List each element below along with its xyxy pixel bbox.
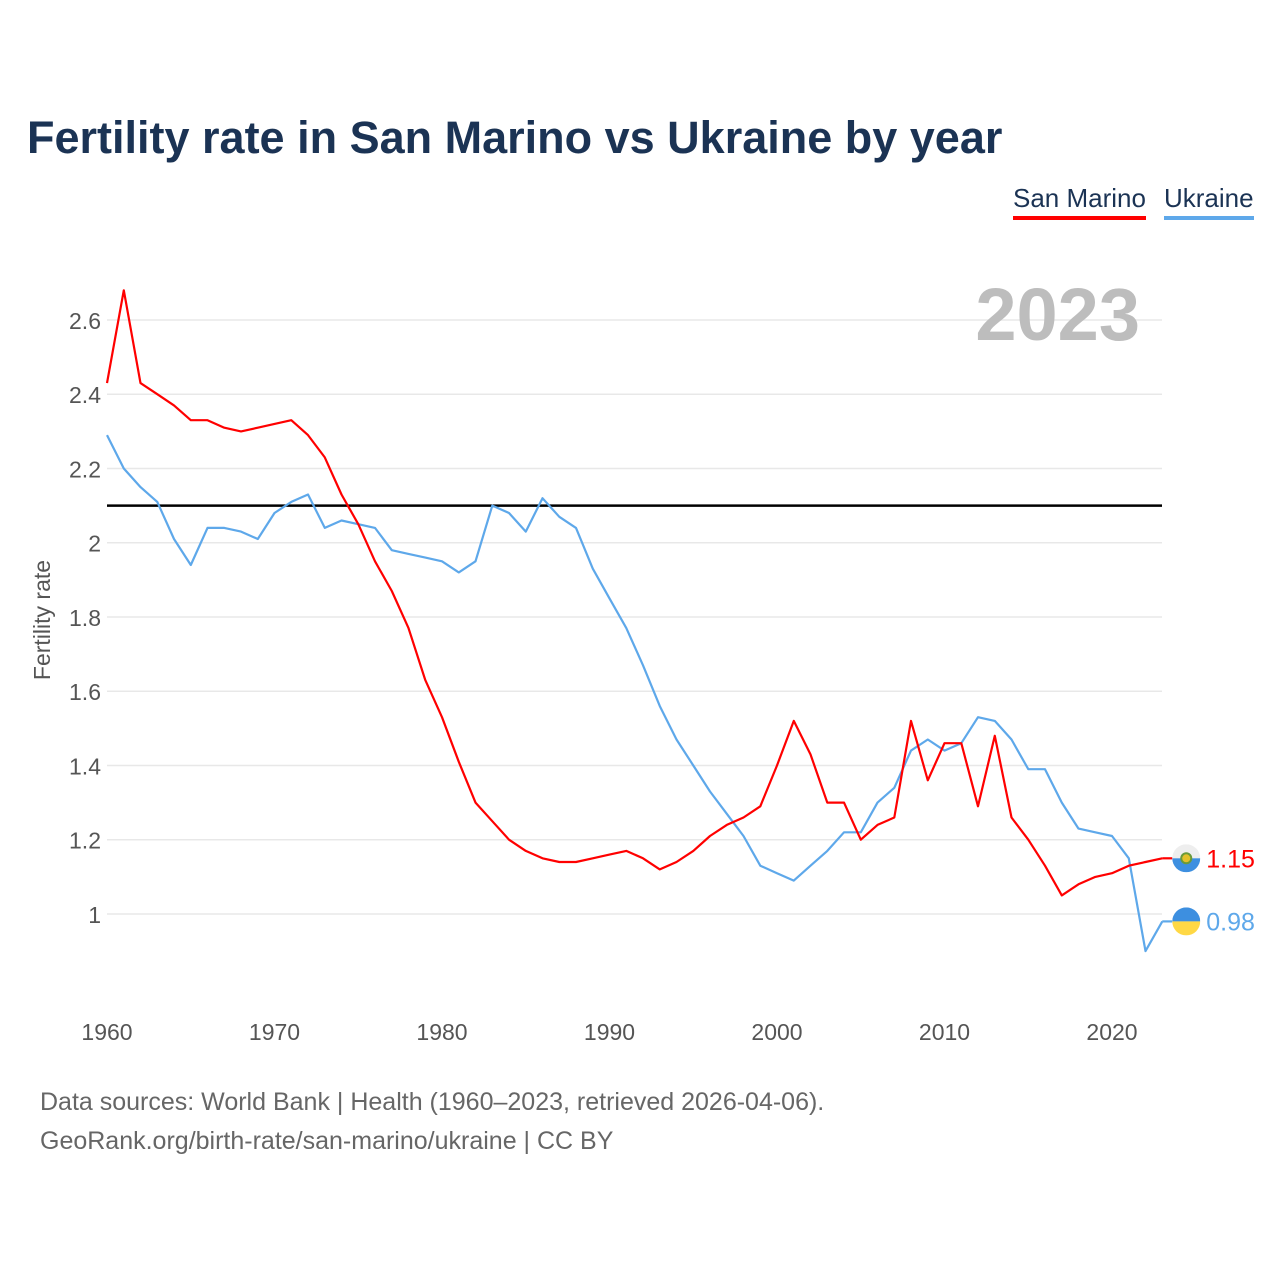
x-tick-label: 1970 bbox=[249, 1019, 300, 1045]
series-line-san-marino bbox=[105, 289, 1163, 897]
series-end-markers: 1.15 0.98 bbox=[1172, 844, 1255, 936]
footer-credit[interactable]: GeoRank.org/birth-rate/san-marino/ukrain… bbox=[40, 1127, 614, 1155]
san-marino-end-value: 1.15 bbox=[1206, 845, 1255, 873]
y-tick-label: 1.2 bbox=[69, 828, 101, 854]
x-tick-label: 2020 bbox=[1086, 1019, 1137, 1045]
x-tick-label: 1960 bbox=[81, 1019, 132, 1045]
legend-ukraine[interactable]: Ukraine bbox=[1164, 183, 1254, 220]
x-tick-label: 1980 bbox=[416, 1019, 467, 1045]
y-tick-label: 1 bbox=[88, 902, 101, 928]
y-tick-label: 2.2 bbox=[69, 456, 101, 482]
chart-title: Fertility rate in San Marino vs Ukraine … bbox=[27, 112, 1003, 163]
y-axis-ticks: 1 1.2 1.4 1.6 1.8 2 2.2 2.4 2.6 bbox=[69, 308, 101, 928]
ukraine-end-value: 0.98 bbox=[1206, 908, 1255, 936]
series-lines bbox=[105, 289, 1173, 953]
y-tick-label: 1.8 bbox=[69, 605, 101, 631]
series-line-ukraine bbox=[106, 434, 1164, 953]
x-tick-label: 2000 bbox=[751, 1019, 802, 1045]
y-tick-label: 1.4 bbox=[69, 753, 101, 779]
x-tick-label: 2010 bbox=[919, 1019, 970, 1045]
ukraine-flag-icon bbox=[1172, 907, 1201, 936]
footer-sources: Data sources: World Bank | Health (1960–… bbox=[40, 1088, 825, 1116]
y-tick-label: 2.6 bbox=[69, 308, 101, 334]
legend-san-marino[interactable]: San Marino bbox=[1013, 183, 1146, 220]
san-marino-flag-icon bbox=[1172, 844, 1201, 873]
y-tick-label: 2.4 bbox=[69, 382, 101, 408]
year-label: 2023 bbox=[975, 273, 1140, 356]
x-axis-ticks: 1960 1970 1980 1990 2000 2010 2020 bbox=[81, 1019, 1137, 1045]
y-tick-label: 1.6 bbox=[69, 679, 101, 705]
x-tick-label: 1990 bbox=[584, 1019, 635, 1045]
y-tick-label: 2 bbox=[88, 531, 101, 557]
grid-lines bbox=[107, 319, 1162, 915]
y-axis-label: Fertility rate bbox=[29, 560, 55, 680]
